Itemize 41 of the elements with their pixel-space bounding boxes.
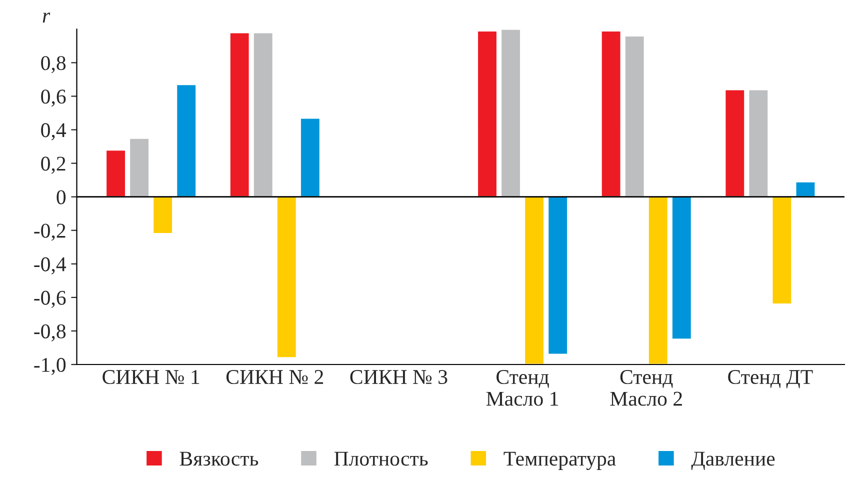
bar bbox=[624, 35, 646, 198]
y-tick-label: -1,0 bbox=[34, 358, 66, 375]
bar bbox=[105, 149, 126, 198]
bar bbox=[500, 29, 522, 198]
x-tick-label: Стенд Масло 1 bbox=[486, 370, 558, 406]
bar bbox=[648, 196, 669, 364]
bar bbox=[547, 196, 568, 356]
x-tick-label: Стенд ДТ bbox=[728, 370, 813, 388]
y-tick-label: -0,8 bbox=[34, 324, 66, 342]
bar bbox=[176, 84, 197, 198]
bar bbox=[600, 30, 622, 198]
bar bbox=[128, 137, 150, 198]
bar bbox=[152, 196, 174, 234]
x-tick-label: СИКН № 2 bbox=[226, 370, 324, 384]
bar bbox=[748, 88, 770, 198]
y-axis-title: r bbox=[42, 12, 50, 22]
bar bbox=[228, 32, 250, 198]
y-tick-label: 0,2 bbox=[41, 156, 66, 174]
legend-label: Давление bbox=[691, 452, 775, 470]
bar bbox=[794, 181, 816, 198]
bar bbox=[276, 196, 298, 358]
legend-label: Вязкость bbox=[180, 452, 258, 466]
legend-label: Плотность bbox=[334, 452, 428, 466]
bar bbox=[724, 88, 746, 198]
bar bbox=[524, 196, 545, 364]
bar bbox=[476, 30, 498, 198]
y-tick-label: -0,2 bbox=[34, 224, 66, 241]
y-tick-label: 0,8 bbox=[41, 56, 66, 74]
y-tick-label: 0 bbox=[56, 190, 66, 204]
y-tick-label: -0,6 bbox=[34, 290, 66, 308]
bar bbox=[300, 117, 321, 198]
bar bbox=[252, 32, 274, 198]
bar bbox=[771, 196, 793, 305]
legend-label: Температура bbox=[504, 452, 616, 470]
x-tick-label: СИКН № 1 bbox=[102, 370, 200, 384]
y-tick-label: -0,4 bbox=[34, 257, 66, 274]
bar bbox=[671, 196, 692, 340]
y-tick-label: 0,6 bbox=[41, 90, 66, 107]
x-tick-label: Стенд Масло 2 bbox=[610, 370, 682, 406]
y-tick-label: 0,4 bbox=[41, 123, 66, 140]
x-tick-label: СИКН № 3 bbox=[350, 370, 448, 384]
